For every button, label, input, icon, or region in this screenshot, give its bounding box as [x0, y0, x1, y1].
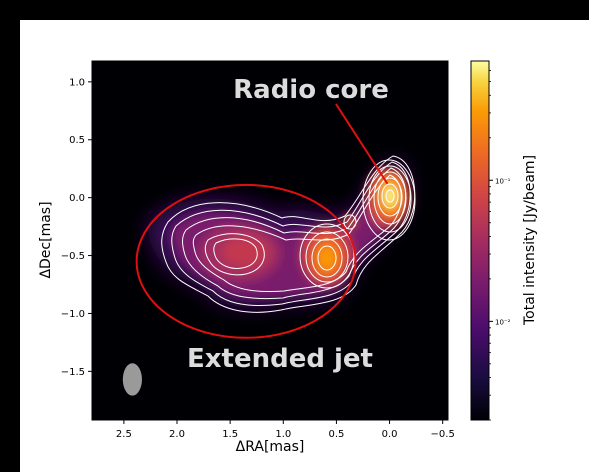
intensity-map: Radio core Extended jet [122, 75, 416, 396]
y-tick-label: −0.5 [61, 251, 85, 262]
colorbar-ticks: 10⁻¹ 10⁻² [489, 70, 511, 421]
x-tick-label: 2.0 [169, 429, 185, 440]
beam-ellipse [122, 363, 142, 396]
contour-lines [161, 155, 416, 313]
x-axis-ticks: 2.5 2.0 1.5 1.0 0.5 0.0 −0.5 [116, 420, 455, 440]
extended-jet-label: Extended jet [187, 344, 373, 374]
y-tick-label: −1.5 [61, 367, 85, 378]
y-tick-label: 0.0 [69, 193, 85, 204]
colorbar-label: Total intensity [Jy/beam] [522, 155, 538, 326]
x-tick-label: 2.5 [116, 429, 132, 440]
y-tick-label: 1.0 [69, 77, 85, 88]
x-tick-label: 1.5 [222, 429, 238, 440]
y-axis-ticks: 1.0 0.5 0.0 −0.5 −1.0 −1.5 [61, 77, 92, 378]
extended-jet-ellipse [135, 183, 357, 339]
y-tick-label: 0.5 [69, 135, 85, 146]
x-axis-label: ΔRA[mas] [236, 439, 305, 455]
colorbar [470, 60, 490, 421]
x-tick-label: 0.0 [382, 429, 398, 440]
colorbar-tick-label: 10⁻¹ [495, 177, 511, 185]
plot-frame [91, 60, 449, 421]
y-tick-label: −1.0 [61, 309, 85, 320]
x-tick-label: 0.5 [328, 429, 344, 440]
x-tick-label: −0.5 [431, 429, 455, 440]
radio-core-label: Radio core [233, 75, 389, 105]
radio-core-arrow [335, 103, 389, 185]
y-axis-label: ΔDec[mas] [38, 201, 54, 278]
x-tick-label: 1.0 [275, 429, 291, 440]
colorbar-tick-label: 10⁻² [495, 318, 511, 326]
